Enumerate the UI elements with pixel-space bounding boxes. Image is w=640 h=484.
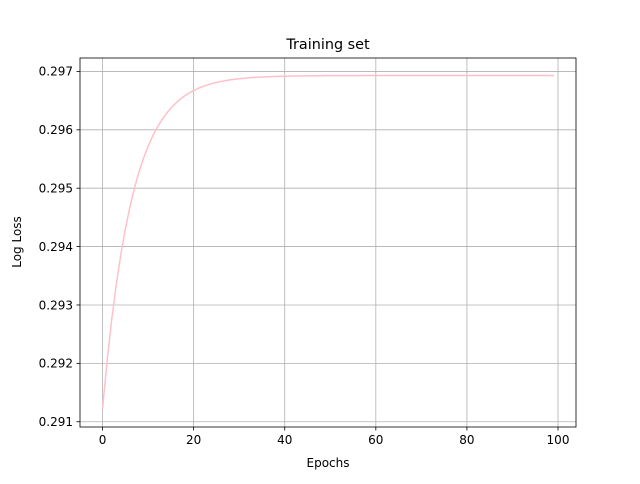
grid-lines [80, 58, 576, 427]
x-tick-label: 20 [186, 433, 201, 447]
y-tick-label: 0.293 [39, 298, 73, 312]
x-tick-label: 100 [547, 433, 570, 447]
x-tick-label: 40 [277, 433, 292, 447]
chart-title: Training set [285, 37, 370, 53]
series-line-training-set [101, 74, 555, 410]
y-tick-label: 0.294 [39, 240, 73, 254]
y-tick-label: 0.291 [39, 415, 73, 429]
x-tick-label: 0 [99, 433, 107, 447]
y-axis: 0.291 0.292 0.293 0.294 0.295 0.296 0.297 [39, 65, 80, 429]
x-tick-label: 80 [459, 433, 474, 447]
y-tick-label: 0.292 [39, 357, 73, 371]
x-axis-label: Epochs [307, 456, 350, 470]
x-tick-label: 60 [368, 433, 383, 447]
plot-area-frame [79, 57, 577, 428]
y-tick-label: 0.296 [39, 123, 73, 137]
series-layer [101, 74, 555, 410]
y-tick-label: 0.295 [39, 182, 73, 196]
y-tick-label: 0.297 [39, 65, 73, 79]
x-axis: 0 20 40 60 80 100 [99, 427, 570, 447]
y-axis-label: Log Loss [10, 216, 24, 268]
